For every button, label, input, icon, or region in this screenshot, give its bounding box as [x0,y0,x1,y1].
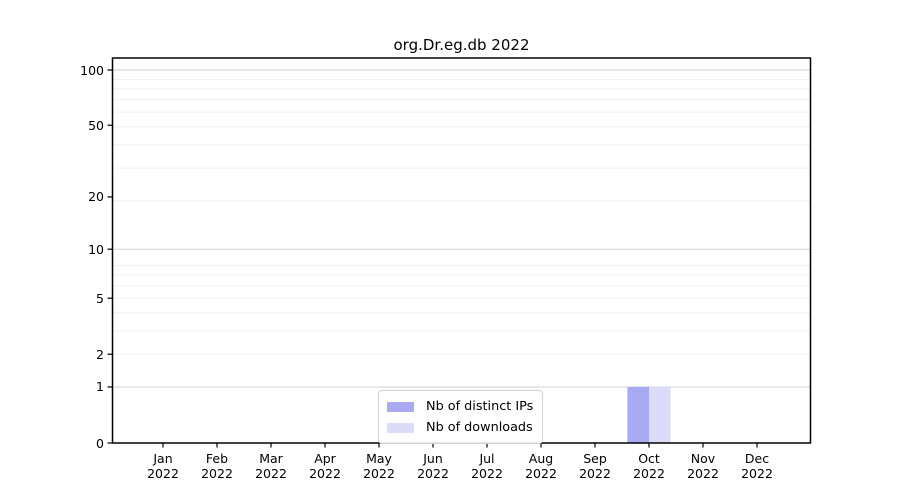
x-tick-label: Feb 2022 [201,451,233,481]
y-tick-label: 50 [88,117,104,133]
x-tick-label: Jan 2022 [147,451,179,481]
y-tick-label: 100 [80,62,104,78]
legend-item: Nb of downloads [387,417,533,438]
legend: Nb of distinct IPs Nb of downloads [378,390,544,444]
legend-label-downloads: Nb of downloads [426,420,533,435]
legend-label-distinct-ips: Nb of distinct IPs [426,399,534,414]
chart-title: org.Dr.eg.db 2022 [393,36,530,54]
x-tick-label: Nov 2022 [687,451,719,481]
bar-oct-series1 [649,386,671,443]
x-tick-label: Aug 2022 [525,451,557,481]
y-tick-label: 20 [88,189,104,205]
x-tick-label: Jul 2022 [471,451,503,481]
x-tick-label: Dec 2022 [741,451,773,481]
x-tick-label: Apr 2022 [309,451,341,481]
y-tick-label: 0 [96,435,104,451]
legend-item: Nb of distinct IPs [387,396,533,417]
y-tick-label: 10 [88,241,104,257]
legend-swatch-distinct-ips [387,401,414,412]
plot-border [111,57,812,444]
x-tick-label: Jun 2022 [417,451,449,481]
bar-oct-series0 [627,386,649,443]
x-tick-label: Mar 2022 [255,451,287,481]
y-tick-label: 2 [96,346,104,362]
x-tick-label: May 2022 [363,451,395,481]
y-tick-label: 5 [96,290,104,306]
x-tick-label: Sep 2022 [579,451,611,481]
y-tick-label: 1 [96,379,104,395]
legend-swatch-downloads [387,422,414,433]
x-tick-label: Oct 2022 [633,451,665,481]
